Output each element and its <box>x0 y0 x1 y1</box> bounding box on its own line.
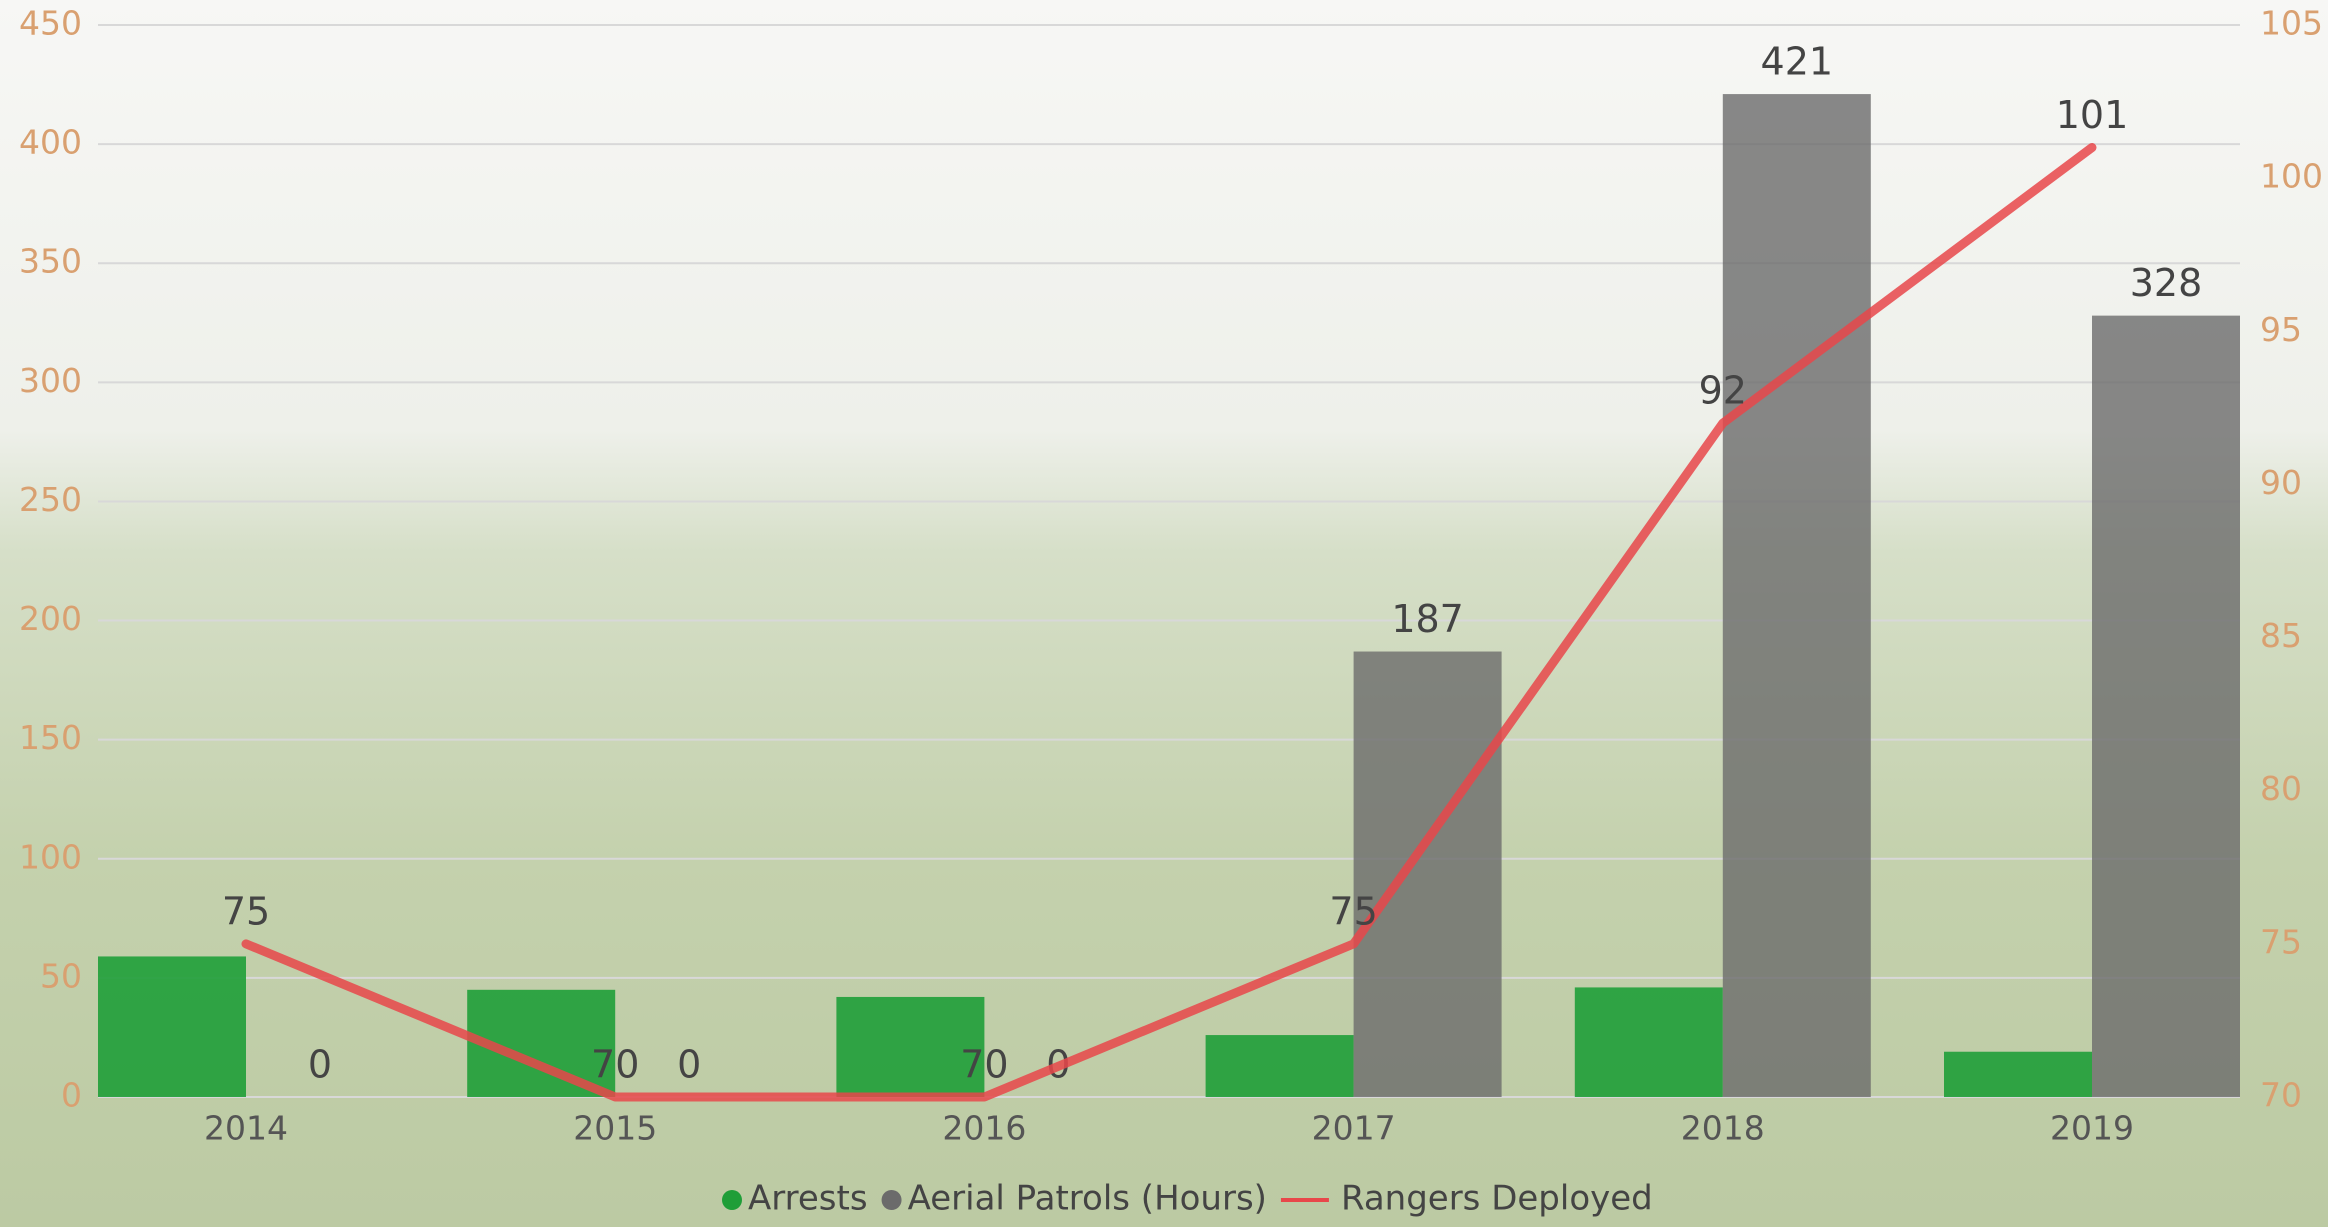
data-label: 187 <box>1391 597 1464 641</box>
data-label: 75 <box>222 889 270 933</box>
bar <box>98 956 246 1097</box>
y2-tick-label: 85 <box>2260 616 2302 655</box>
bar <box>1944 1051 2092 1097</box>
legend-marker <box>881 1190 902 1210</box>
y-tick-label: 200 <box>19 599 82 638</box>
y2-tick-label: 95 <box>2260 310 2302 349</box>
y-tick-label: 350 <box>19 242 82 281</box>
y-tick-label: 450 <box>19 4 82 43</box>
y2-tick-label: 80 <box>2260 769 2302 808</box>
y-tick-label: 250 <box>19 480 82 519</box>
y-tick-label: 150 <box>19 718 82 757</box>
y-tick-label: 100 <box>19 837 82 876</box>
data-label: 421 <box>1761 40 1834 84</box>
data-label: 328 <box>2130 261 2203 305</box>
data-label: 0 <box>308 1043 332 1087</box>
data-label: 101 <box>2056 93 2129 137</box>
data-label: 75 <box>1329 889 1377 933</box>
y2-tick-label: 105 <box>2260 4 2323 43</box>
bar <box>1722 94 1871 1097</box>
legend-marker <box>722 1190 742 1210</box>
bar <box>1353 651 1502 1097</box>
x-tick-label: 2014 <box>204 1109 288 1148</box>
x-tick-label: 2016 <box>942 1109 1026 1148</box>
bar <box>1205 1035 1354 1097</box>
legend-label: Aerial Patrols (Hours) <box>908 1179 1267 1219</box>
data-label: 0 <box>677 1043 701 1087</box>
y-tick-label: 50 <box>40 956 82 995</box>
y-tick-label: 400 <box>19 123 82 162</box>
y2-tick-label: 70 <box>2260 1076 2302 1115</box>
x-tick-label: 2015 <box>573 1109 657 1148</box>
data-label: 70 <box>960 1043 1008 1087</box>
bar <box>836 996 985 1097</box>
x-tick-label: 2018 <box>1681 1109 1765 1148</box>
legend-label: Arrests <box>748 1179 868 1219</box>
y-tick-label: 300 <box>19 361 82 400</box>
y2-tick-label: 90 <box>2260 463 2302 502</box>
y-tick-label: 0 <box>61 1076 82 1115</box>
bar <box>1574 987 1723 1097</box>
y2-tick-label: 100 <box>2260 157 2323 196</box>
bar <box>2092 315 2240 1097</box>
legend-label: Rangers Deployed <box>1341 1179 1653 1219</box>
x-tick-label: 2019 <box>2050 1109 2134 1148</box>
y2-tick-label: 75 <box>2260 922 2302 961</box>
x-tick-label: 2017 <box>1312 1109 1396 1148</box>
data-label: 92 <box>1699 369 1747 413</box>
data-label: 70 <box>591 1043 639 1087</box>
line <box>241 143 2097 1102</box>
